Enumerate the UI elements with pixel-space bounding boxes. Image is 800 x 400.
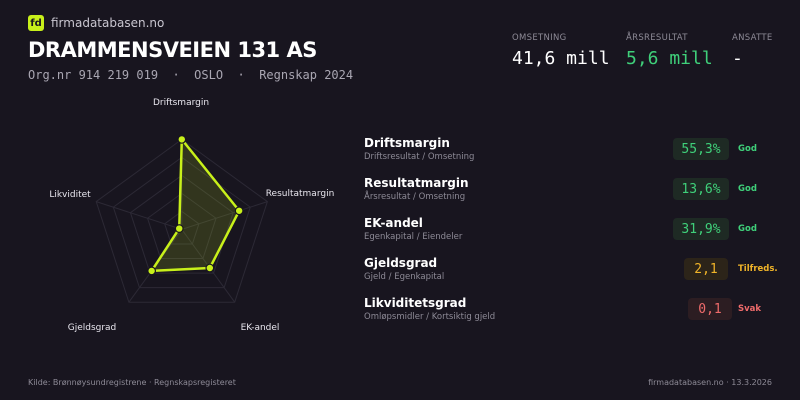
ratio-description: Driftsresultat / Omsetning <box>364 152 475 162</box>
radar-series-area <box>150 138 241 273</box>
ratio-row: EK-andel Egenkapital / Eiendeler 31,9% G… <box>364 216 774 256</box>
ratio-name: Likviditetsgrad <box>364 296 467 310</box>
kpi-label: OMSETNING <box>512 33 567 43</box>
ratio-value: 55,3% <box>673 138 729 160</box>
kpi-value: 5,6 mill <box>626 48 713 69</box>
radar-point <box>174 224 184 233</box>
radar-chart: Driftsmargin Resultatmargin EK-andel Gjelds… <box>49 98 335 333</box>
footer-source: Kilde: Brønnøysundregistrene · Regnskaps… <box>28 378 236 387</box>
radar-point <box>177 134 187 144</box>
radar-grid-ring <box>129 174 234 274</box>
brand: fd firmadatabasen.no <box>28 15 164 31</box>
kpi-label: ANSATTE <box>732 33 773 43</box>
ratio-name: Driftsmargin <box>364 136 450 150</box>
kpi-value: 41,6 mill <box>512 48 610 69</box>
brand-name: firmadatabasen.no <box>51 16 165 30</box>
radar-grid-ring <box>112 156 251 289</box>
ratio-value: 2,1 <box>684 258 728 280</box>
ratio-value: 13,6% <box>673 178 729 200</box>
kpi-ansatte: ANSATTE - <box>732 33 773 69</box>
ratio-name: Gjeldsgrad <box>364 256 438 270</box>
radar-point <box>205 263 215 273</box>
ratio-description: Gjeld / Egenkapital <box>364 272 445 282</box>
radar-spoke <box>181 201 268 230</box>
ratio-description: Egenkapital / Eiendeler <box>364 232 463 242</box>
ratio-name: Resultatmargin <box>364 176 469 190</box>
ratio-row: Gjeldsgrad Gjeld / Egenkapital 2,1 Tilfr… <box>364 256 778 296</box>
ratio-description: Omløpsmidler / Kortsiktig gjeld <box>364 312 496 322</box>
ratio-row: Likviditetsgrad Omløpsmidler / Kortsikti… <box>364 296 774 336</box>
ratio-status: God <box>738 144 757 154</box>
radar-grid-ring <box>146 192 217 260</box>
radar-axis-label: Resultatmargin <box>266 189 335 199</box>
kpi-arsresultat: ÅRSRESULTAT 5,6 mill <box>626 33 713 69</box>
ratio-value: 0,1 <box>688 298 732 320</box>
ratio-row: Driftsmargin Driftsresultat / Omsetning … <box>364 136 774 176</box>
ratio-status: God <box>738 184 757 194</box>
ratio-status: God <box>738 224 757 234</box>
company-name: DRAMMENSVEIEN 131 AS <box>28 38 317 62</box>
radar-axis-label: EK-andel <box>241 323 280 333</box>
radar-grid-ring <box>95 138 268 303</box>
logo: fd <box>28 15 44 31</box>
kpi-omsetning: OMSETNING 41,6 mill <box>512 33 610 69</box>
ratio-row: Resultatmargin Årsresultat / Omsetning 1… <box>364 176 774 216</box>
kpi-label: ÅRSRESULTAT <box>626 33 688 43</box>
radar-point <box>234 206 244 216</box>
ratio-value: 31,9% <box>673 218 729 240</box>
company-subtitle: Org.nr 914 219 019 · OSLO · Regnskap 202… <box>28 68 354 82</box>
kpi-value: - <box>732 48 743 69</box>
radar-axis-label: Driftsmargin <box>153 98 209 108</box>
radar-point <box>147 266 157 276</box>
radar-spoke <box>96 201 182 230</box>
radar-axis-label: Likviditet <box>49 190 91 200</box>
ratio-description: Årsresultat / Omsetning <box>364 192 466 202</box>
footer-site-date: firmadatabasen.no · 13.3.2026 <box>648 378 772 387</box>
ratio-status: Svak <box>738 304 762 314</box>
ratio-list: Driftsmargin Driftsresultat / Omsetning … <box>364 136 778 336</box>
ratio-status: Tilfreds. <box>738 264 778 274</box>
radar-grid-ring <box>164 210 200 245</box>
ratio-name: EK-andel <box>364 216 423 230</box>
radar-axis-label: Gjeldsgrad <box>68 323 117 333</box>
